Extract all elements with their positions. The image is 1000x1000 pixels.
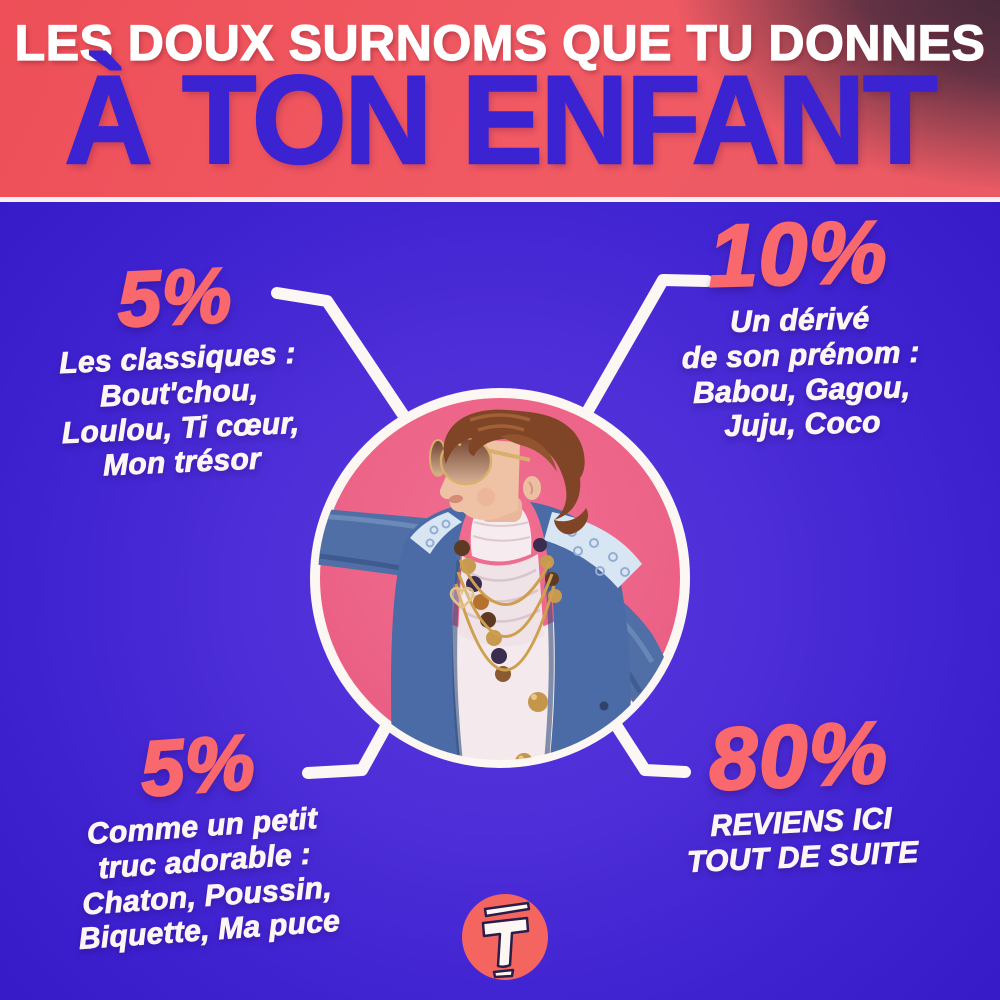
connector-bottom-right [601,705,691,778]
lips [449,494,463,504]
stat-group-truc-adorable: 5% Comme un petit truc adorable : Chaton… [51,716,356,959]
stat-label: Les classiques : Bout'chou, Loulou, Ti c… [32,336,328,488]
hair [443,409,585,520]
header-divider [0,197,1000,202]
topito-logo [462,894,548,980]
header-title-line2: À TON ENFANT [64,51,939,190]
stat-percent: 5% [114,249,235,344]
header-banner: LES DOUX SURNOMS QUE TU DONNES À TON ENF… [0,0,1000,197]
jacket-left-panel [390,502,474,760]
stat-percent: 80% [705,701,891,810]
stat-group-classiques: 5% Les classiques : Bout'chou, Loulou, T… [28,249,328,488]
white-shirt [436,620,570,760]
logo-top-bar [483,901,531,918]
connector-lines [271,274,713,779]
logo-bottom-bar [492,968,515,979]
sunglasses-temple [485,448,531,462]
child-photo [318,409,678,760]
stat-label: Un dérivé de son prénom : Babou, Gagou, … [644,300,958,447]
gold-ball [528,692,548,712]
stat-group-derive-du-prenom: 10% Un dérivé de son prénom : Babou, Gag… [642,200,958,447]
stat-label: Comme un petit truc adorable : Chaton, P… [56,800,355,959]
connector-top-right [572,274,713,434]
logo-letter-t-icon [481,916,530,969]
stat-label: REVIENS ICI TOUT DE SUITE [646,799,959,882]
stat-group-reviens-ici: 80% REVIENS ICI TOUT DE SUITE [642,701,959,882]
heart-pendant [449,586,475,610]
connector-top-left [271,287,426,446]
stat-percent: 10% [706,200,890,306]
header-title-line1: LES DOUX SURNOMS QUE TU DONNES [14,14,986,71]
